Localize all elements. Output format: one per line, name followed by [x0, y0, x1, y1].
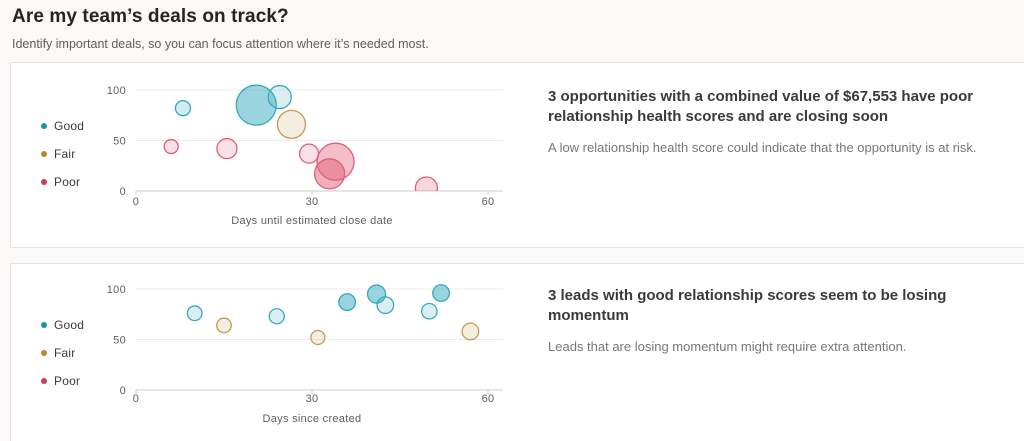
- x-axis-tick-label: 0: [133, 393, 139, 405]
- insight-text: 3 leads with good relationship scores se…: [548, 286, 1018, 356]
- x-axis-tick-label: 60: [482, 196, 495, 208]
- y-axis-tick-label: 50: [113, 335, 126, 347]
- legend-label: Good: [54, 318, 85, 332]
- bubble-good[interactable]: [338, 293, 357, 312]
- legend-item-fair[interactable]: Fair: [41, 339, 131, 367]
- page-subtitle: Identify important deals, so you can foc…: [12, 37, 429, 51]
- bubble-poor[interactable]: [298, 143, 320, 164]
- insight-title: 3 opportunities with a combined value of…: [548, 88, 974, 126]
- bubble-poor[interactable]: [313, 158, 346, 190]
- legend-label: Good: [54, 119, 85, 133]
- bubble-fair[interactable]: [276, 109, 307, 139]
- bubble-good[interactable]: [268, 308, 285, 325]
- bubble-good[interactable]: [376, 296, 395, 315]
- bubble-good[interactable]: [235, 84, 277, 126]
- x-axis-title: Days until estimated close date: [231, 215, 393, 227]
- page-header: Are my team’s deals on track? Identify i…: [12, 6, 429, 51]
- bubble-fair[interactable]: [216, 317, 232, 334]
- legend-dot-good: [41, 322, 47, 328]
- y-axis-tick-label: 0: [120, 385, 126, 397]
- x-axis-tick-label: 0: [133, 196, 139, 208]
- legend-label: Fair: [54, 346, 76, 360]
- insight-subtitle: Leads that are losing momentum might req…: [548, 338, 907, 354]
- insight-text: 3 opportunities with a combined value of…: [548, 87, 1018, 157]
- legend-dot-poor: [41, 179, 47, 185]
- legend-label: Poor: [54, 175, 81, 189]
- legend-item-poor[interactable]: Poor: [41, 168, 131, 196]
- y-axis-tick-label: 50: [113, 136, 126, 148]
- y-axis-tick-label: 100: [107, 284, 126, 296]
- x-axis-tick-label: 30: [306, 196, 319, 208]
- bubble-poor[interactable]: [414, 176, 439, 199]
- legend-dot-fair: [41, 151, 47, 157]
- bubble-poor[interactable]: [163, 138, 179, 155]
- x-axis-tick-label: 60: [482, 393, 495, 405]
- bubble-chart-opportunities: 0 50 100 0 30 60 Days until estimated close da…: [107, 84, 503, 227]
- bubble-good[interactable]: [174, 100, 192, 117]
- bubble-chart-leads: 0 50 100 0 30 60 Days since created: [107, 284, 503, 425]
- legend-item-fair[interactable]: Fair: [41, 140, 131, 168]
- x-axis-title: Days since created: [263, 413, 362, 425]
- page-title: Are my team’s deals on track?: [12, 6, 289, 27]
- bubble-good[interactable]: [186, 305, 203, 322]
- x-axis-tick-label: 30: [306, 393, 319, 405]
- legend-dot-fair: [41, 350, 47, 356]
- y-axis-tick-label: 0: [120, 186, 126, 198]
- legend-dot-good: [41, 123, 47, 129]
- legend-label: Poor: [54, 374, 81, 388]
- chart-legend: Good Fair Poor: [41, 112, 131, 196]
- legend-item-good[interactable]: Good: [41, 311, 131, 339]
- insight-card-opportunities: Good Fair Poor 0 50 100 0 30 60 Days until est…: [10, 62, 1024, 248]
- bubble-good[interactable]: [432, 284, 451, 302]
- legend-label: Fair: [54, 147, 76, 161]
- insight-title: 3 leads with good relationship scores se…: [548, 287, 947, 325]
- legend-item-good[interactable]: Good: [41, 112, 131, 140]
- insight-subtitle: A low relationship health score could in…: [548, 139, 977, 155]
- bubble-fair[interactable]: [310, 329, 326, 346]
- bubble-fair[interactable]: [461, 322, 480, 341]
- bubble-poor[interactable]: [216, 137, 238, 160]
- insight-card-leads: Good Fair Poor 0 50 100 0 30 60 Days since cre…: [10, 263, 1024, 441]
- y-axis-tick-label: 100: [107, 85, 126, 97]
- legend-dot-poor: [41, 378, 47, 384]
- bubble-good[interactable]: [420, 302, 438, 320]
- legend-item-poor[interactable]: Poor: [41, 367, 131, 395]
- chart-legend: Good Fair Poor: [41, 311, 131, 395]
